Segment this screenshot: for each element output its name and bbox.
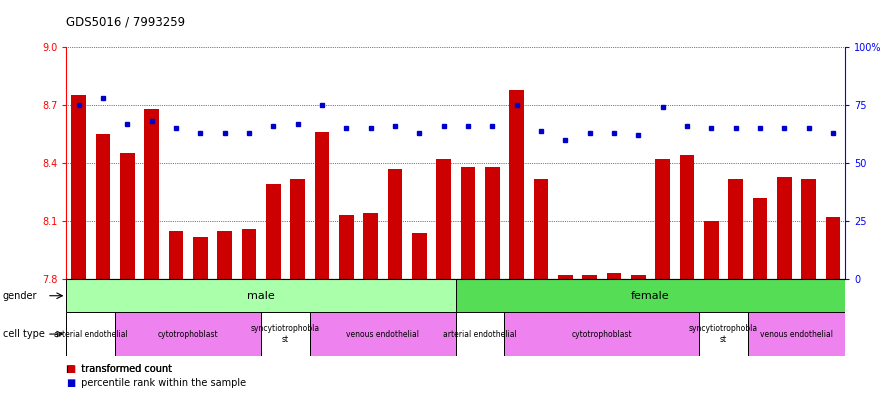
Bar: [607, 273, 621, 279]
Text: venous endothelial: venous endothelial: [346, 330, 419, 338]
Text: arterial endothelial: arterial endothelial: [443, 330, 517, 338]
Bar: [534, 178, 549, 279]
Text: arterial endothelial: arterial endothelial: [54, 330, 127, 338]
Bar: [655, 159, 670, 279]
Text: syncytiotrophobla
st: syncytiotrophobla st: [250, 324, 320, 344]
Bar: [699, 312, 748, 356]
Bar: [242, 229, 257, 279]
Text: ■  transformed count: ■ transformed count: [66, 364, 173, 374]
Text: male: male: [247, 291, 275, 301]
Bar: [777, 176, 792, 279]
Text: transformed count: transformed count: [78, 364, 172, 374]
Bar: [436, 159, 450, 279]
Bar: [802, 178, 816, 279]
Bar: [66, 279, 456, 312]
Bar: [96, 134, 110, 279]
Bar: [456, 279, 845, 312]
Text: syncytiotrophobla
st: syncytiotrophobla st: [689, 324, 758, 344]
Bar: [115, 312, 261, 356]
Bar: [826, 217, 841, 279]
Text: gender: gender: [3, 291, 37, 301]
Bar: [144, 109, 159, 279]
Bar: [218, 231, 232, 279]
Bar: [119, 153, 135, 279]
Bar: [704, 221, 719, 279]
Bar: [72, 95, 86, 279]
Bar: [456, 312, 504, 356]
Bar: [485, 167, 499, 279]
Bar: [680, 155, 695, 279]
Bar: [261, 312, 310, 356]
Bar: [66, 312, 115, 356]
Bar: [412, 233, 427, 279]
Text: cell type: cell type: [3, 329, 44, 339]
Text: venous endothelial: venous endothelial: [760, 330, 833, 338]
Text: percentile rank within the sample: percentile rank within the sample: [78, 378, 246, 388]
Bar: [748, 312, 845, 356]
Text: cytotrophoblast: cytotrophoblast: [572, 330, 632, 338]
Text: ■: ■: [66, 364, 75, 374]
Bar: [290, 178, 304, 279]
Bar: [339, 215, 353, 279]
Text: cytotrophoblast: cytotrophoblast: [158, 330, 219, 338]
Bar: [728, 178, 743, 279]
Bar: [193, 237, 207, 279]
Bar: [504, 312, 699, 356]
Text: ■: ■: [66, 378, 75, 388]
Bar: [168, 231, 183, 279]
Bar: [315, 132, 329, 279]
Bar: [582, 275, 596, 279]
Bar: [460, 167, 475, 279]
Bar: [752, 198, 767, 279]
Bar: [310, 312, 456, 356]
Bar: [509, 90, 524, 279]
Bar: [631, 275, 646, 279]
Text: female: female: [631, 291, 670, 301]
Text: GDS5016 / 7993259: GDS5016 / 7993259: [66, 16, 186, 29]
Bar: [388, 169, 402, 279]
Bar: [266, 184, 281, 279]
Bar: [558, 275, 573, 279]
Bar: [363, 213, 378, 279]
